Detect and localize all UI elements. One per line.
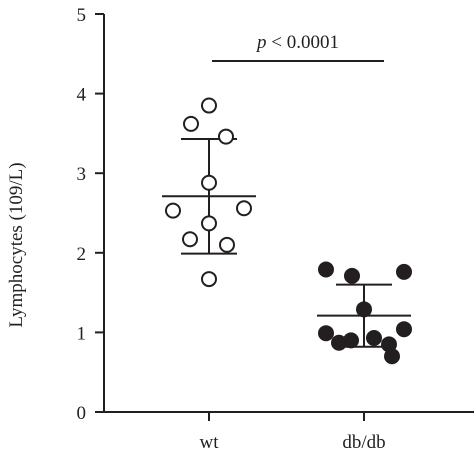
x-axis: wt db/db <box>104 411 474 453</box>
y-tick-label-3: 3 <box>77 164 87 185</box>
p-value-label: p < 0.0001 <box>255 32 339 53</box>
data-points <box>165 97 412 365</box>
y-axis-title: Lymphocytes (109/L) <box>6 162 27 327</box>
y-tick-label-1: 1 <box>77 323 87 344</box>
wt-point-7 <box>201 215 217 232</box>
wt-point-5 <box>236 200 252 217</box>
p-symbol: p <box>255 32 267 53</box>
db-db-point-2 <box>396 263 412 280</box>
wt-point-4 <box>201 174 217 191</box>
db-db-point-11 <box>384 348 400 365</box>
y-axis: 0 1 2 3 4 5 <box>77 5 105 424</box>
wt-point-1 <box>201 97 217 114</box>
db-db-point-3 <box>344 267 360 284</box>
db-db-point-7 <box>366 329 382 346</box>
db-db-point-1 <box>318 261 334 278</box>
wt-point-10 <box>201 271 217 288</box>
db-db-point-6 <box>318 325 334 342</box>
wt-point-2 <box>183 115 199 132</box>
x-tick-label-0: wt <box>200 432 220 453</box>
wt-point-8 <box>182 231 198 248</box>
x-tick-label-1: db/db <box>342 432 385 453</box>
db-db-point-9 <box>331 334 347 351</box>
y-tick-label-5: 5 <box>77 5 87 26</box>
db-db-point-4 <box>356 301 372 318</box>
y-tick-label-4: 4 <box>77 85 87 106</box>
y-tick-label-0: 0 <box>77 403 87 424</box>
y-ticks: 0 1 2 3 4 5 <box>77 5 104 424</box>
wt-point-9 <box>219 236 235 253</box>
significance-annotation: p < 0.0001 <box>212 32 384 62</box>
x-ticks: wt db/db <box>200 412 386 453</box>
wt-point-6 <box>165 202 181 219</box>
db-db-point-5 <box>396 321 412 338</box>
wt-point-3 <box>218 128 234 145</box>
p-threshold: < 0.0001 <box>267 32 339 53</box>
y-tick-label-2: 2 <box>77 244 87 265</box>
error-bars <box>162 137 411 348</box>
